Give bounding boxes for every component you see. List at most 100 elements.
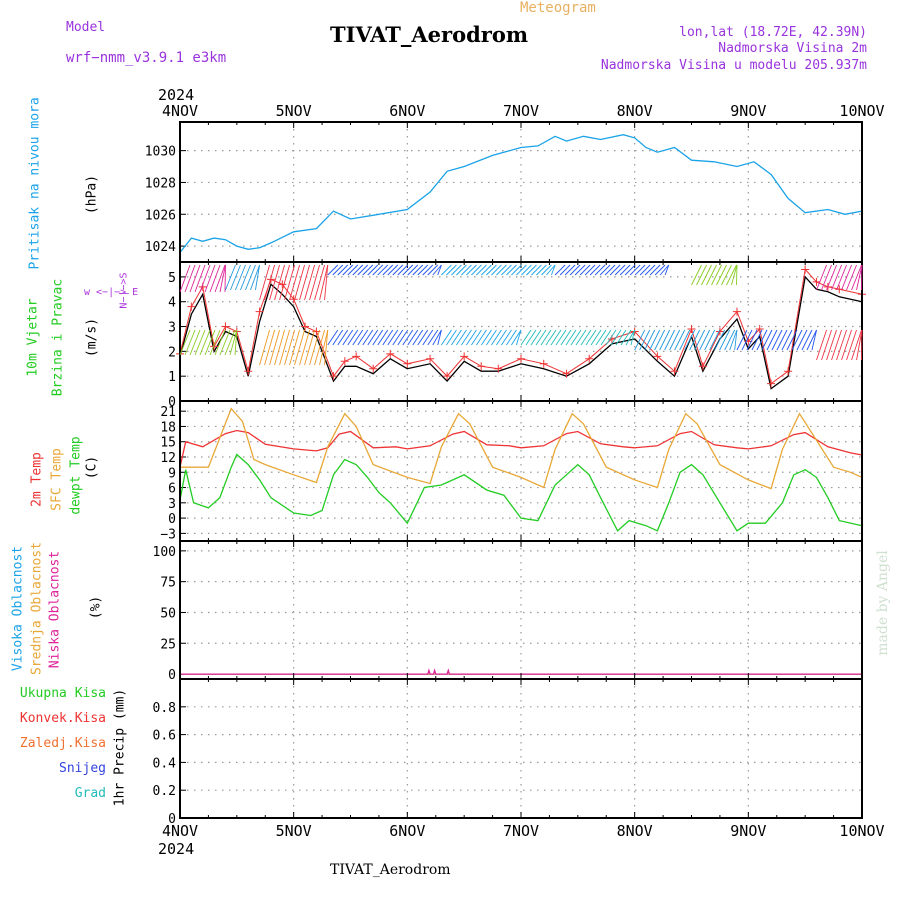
wind-barb — [199, 329, 211, 356]
gust-marker — [426, 354, 435, 363]
wind-barb — [402, 329, 414, 346]
wind-barb — [289, 329, 300, 366]
wind-barb — [796, 329, 808, 351]
wind-barb — [324, 329, 329, 366]
wind-barb — [761, 329, 773, 351]
wind-barb — [471, 329, 482, 346]
wind-barb — [342, 264, 354, 276]
wind-barb — [397, 264, 409, 276]
gust-marker — [278, 280, 287, 289]
wind-barb — [734, 329, 738, 351]
wind-barb — [347, 264, 359, 276]
wind-barb — [347, 329, 359, 346]
wind-barb — [342, 329, 354, 346]
wind-barb — [551, 264, 556, 276]
wind-barb — [481, 329, 492, 346]
wind-barb — [530, 329, 542, 346]
x-date-label-top: 10NOV — [839, 102, 884, 120]
wind-barb — [189, 329, 201, 356]
temp-unit: (C) — [84, 455, 100, 480]
wind-barb — [516, 329, 522, 346]
wind-barb — [594, 264, 606, 276]
y-tick-label: 3 — [168, 497, 176, 512]
wind-barb — [402, 264, 414, 276]
gust-marker — [585, 354, 594, 363]
y-tick-label: 2 — [168, 345, 176, 360]
y-tick-label: 75 — [160, 576, 176, 591]
wind-barb — [259, 329, 270, 366]
wind-barb — [595, 329, 607, 346]
y-tick-label: 1024 — [145, 240, 176, 255]
wind-barb — [324, 264, 329, 301]
wind-barb — [269, 329, 280, 366]
wind-barb — [422, 329, 434, 346]
wind-barb — [332, 264, 344, 276]
cloud-title-mid: Srednja Oblacnost — [29, 541, 45, 676]
wind-barb — [669, 329, 681, 351]
wind-barb — [279, 264, 290, 301]
x-date-label-bottom: 4NOV — [162, 822, 198, 840]
wind-barb — [387, 329, 399, 346]
wind-barb — [575, 329, 587, 346]
wind-barb — [441, 329, 452, 346]
wind-barb — [382, 329, 394, 346]
wind-barb — [235, 264, 246, 291]
wind-barb — [491, 264, 502, 276]
wind-barb — [279, 329, 290, 366]
wind-direction-key: w <−|−> E — [84, 287, 139, 298]
wind-barb — [691, 264, 702, 286]
wind-barb — [451, 329, 462, 346]
wind-barb — [816, 329, 827, 361]
wind-barb — [599, 264, 611, 276]
wind-barb — [716, 264, 727, 286]
wind-barb — [229, 329, 238, 356]
wind-barb — [412, 329, 424, 346]
gust-marker — [698, 362, 707, 371]
wind-barb — [584, 264, 596, 276]
wind-barb — [511, 264, 522, 276]
wind-barb — [841, 329, 852, 361]
temp-title-sfc: SFC Temp — [49, 448, 65, 511]
x-date-label-bottom: 6NOV — [389, 822, 425, 840]
cloud-title-low: Niska Oblacnost — [47, 550, 63, 669]
gust-marker — [340, 357, 349, 366]
wind-barb — [756, 329, 768, 351]
wind-subtitle: Brzina i Pravac — [50, 278, 66, 397]
wind-barb — [194, 264, 206, 293]
wind-barb — [826, 264, 837, 291]
series-line-0 — [179, 134, 863, 253]
wind-barb — [701, 264, 712, 286]
pressure-title: Pritisak na nivou mora — [27, 97, 43, 270]
wind-barb — [456, 329, 467, 346]
wind-barb — [496, 329, 507, 346]
wind-barb — [332, 329, 344, 346]
y-tick-label: 100 — [153, 545, 176, 560]
wind-barb — [204, 264, 216, 293]
y-tick-label: 25 — [160, 637, 176, 652]
wind-barb — [609, 264, 621, 276]
precip-unit: 1hr Precip (mm) — [112, 688, 128, 807]
y-tick-label: 15 — [160, 436, 176, 451]
wind-barb — [189, 264, 201, 293]
wind-barb — [605, 329, 617, 346]
wind-barb — [851, 264, 862, 291]
wind-barb — [194, 329, 206, 356]
wind-barb — [630, 329, 636, 346]
y-tick-label: 18 — [160, 420, 176, 435]
wind-barb — [570, 329, 582, 346]
gust-marker — [494, 364, 503, 373]
gust-marker — [784, 367, 793, 376]
x-date-label-bottom: 10NOV — [839, 822, 884, 840]
model-label: Model — [66, 20, 106, 35]
wind-barb — [766, 329, 778, 351]
panel-frame — [179, 678, 863, 819]
gust-marker — [187, 302, 196, 311]
precip-legend-hail: Grad — [74, 786, 106, 801]
cloud-title-high: Visoka Oblacnost — [10, 545, 26, 672]
wind-barb — [179, 264, 191, 293]
wind-barb — [711, 264, 722, 286]
wind-barb — [821, 329, 832, 361]
wind-barb — [437, 264, 442, 276]
wind-barb — [856, 329, 863, 361]
